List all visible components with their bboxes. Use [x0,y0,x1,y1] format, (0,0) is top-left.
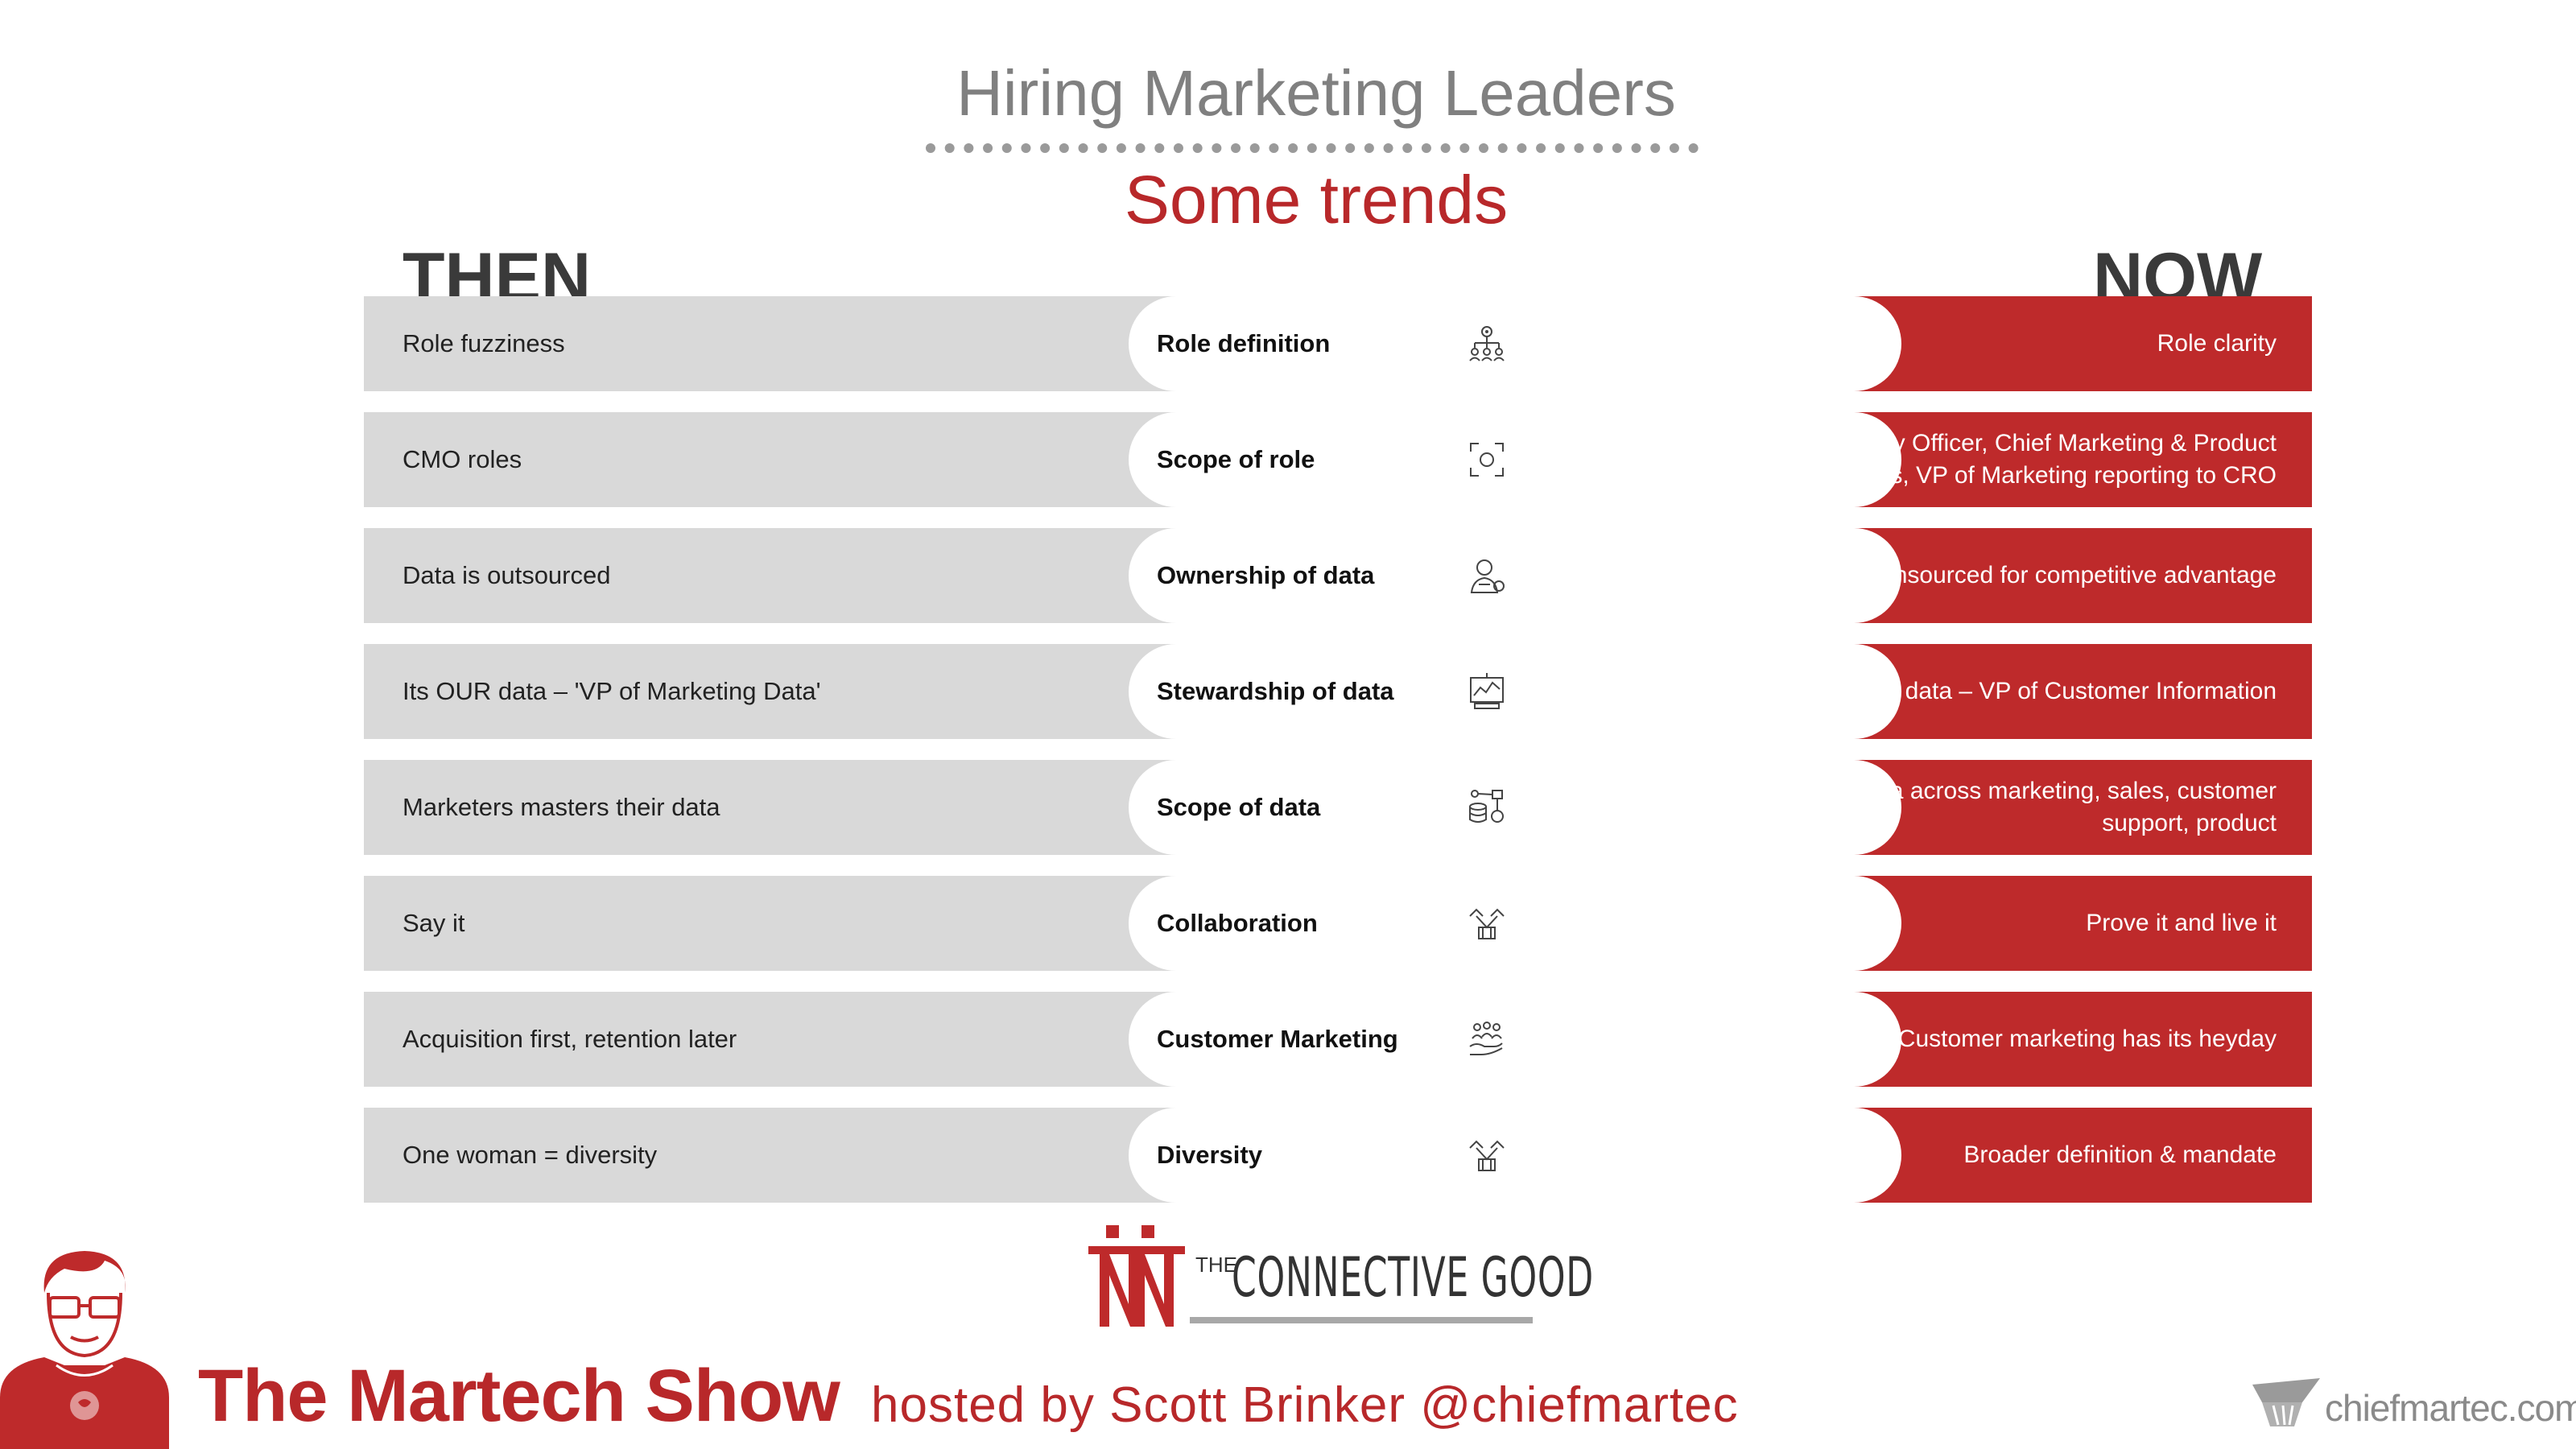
topic-pill [1129,296,1901,391]
trend-row: Acquisition first, retention later Custo… [364,992,2312,1087]
trend-row: Its OUR data – 'VP of Marketing Data' It… [364,644,2312,739]
then-cell: Role fuzziness [364,296,1249,391]
topic-pill [1129,876,1901,971]
trend-row: Role fuzziness Role clarity Role definit… [364,296,2312,391]
topic-pill [1129,760,1901,855]
host-line: hosted by Scott Brinker @chiefmartec [871,1377,1739,1433]
topic-label: Ownership of data [1157,561,1375,589]
topic-label: Customer Marketing [1157,1025,1398,1053]
topic-pill [1129,528,1901,623]
topic-label: Role definition [1157,329,1331,357]
handshake-icon [1469,908,1505,939]
trend-row: Say it Prove it and live it Collaboratio… [364,876,2312,971]
org-chart-icon [1469,326,1505,361]
connective-good-logo-icon [1088,1225,1185,1327]
brand-underline [1190,1317,1533,1323]
then-cell: Its OUR data – 'VP of Marketing Data' [364,644,1249,739]
topic-pill [1129,992,1901,1087]
topic-label: Scope of role [1157,445,1315,473]
topic-pill [1129,412,1901,507]
topic-pill [1129,644,1901,739]
site-name: chiefmartec.com [2325,1387,2576,1429]
trend-row: Data is outsourced Data is insourced for… [364,528,2312,623]
topic-label: Diversity [1157,1141,1262,1169]
then-cell: Say it [364,876,1249,971]
topic-label: Stewardship of data [1157,677,1394,705]
then-cell: Acquisition first, retention later [364,992,1249,1087]
customer-care-icon [1469,1022,1503,1055]
then-cell: CMO roles [364,412,1249,507]
brand-name: CONNECTIVE GOOD [1232,1246,1594,1310]
host-mascot-icon [0,1251,169,1449]
handshake-icon [1469,1140,1505,1171]
trend-row: Marketers masters their data Marketers l… [364,760,2312,855]
then-cell: One woman = diversity [364,1108,1249,1203]
chiefmartec-logo-icon [2252,1378,2320,1426]
title-underline [926,143,1699,153]
topic-pill [1129,1108,1901,1203]
topic-label: Scope of data [1157,793,1321,821]
page-title: Hiring Marketing Leaders [956,57,1676,129]
trend-row: CMO roles Chief Marketing & Strategy Off… [364,412,2312,507]
show-name: The Martech Show [198,1355,840,1437]
trend-row: One woman = diversity Broader definition… [364,1108,2312,1203]
then-cell: Data is outsourced [364,528,1249,623]
brand-prefix: THE [1195,1253,1237,1277]
topic-label: Collaboration [1157,909,1318,937]
dashboard-icon [1470,673,1504,709]
database-network-icon [1469,790,1504,823]
page-subtitle: Some trends [1124,162,1509,237]
focus-frame-icon [1470,443,1504,477]
then-cell: Marketers masters their data [364,760,1249,855]
person-data-icon [1470,559,1505,593]
